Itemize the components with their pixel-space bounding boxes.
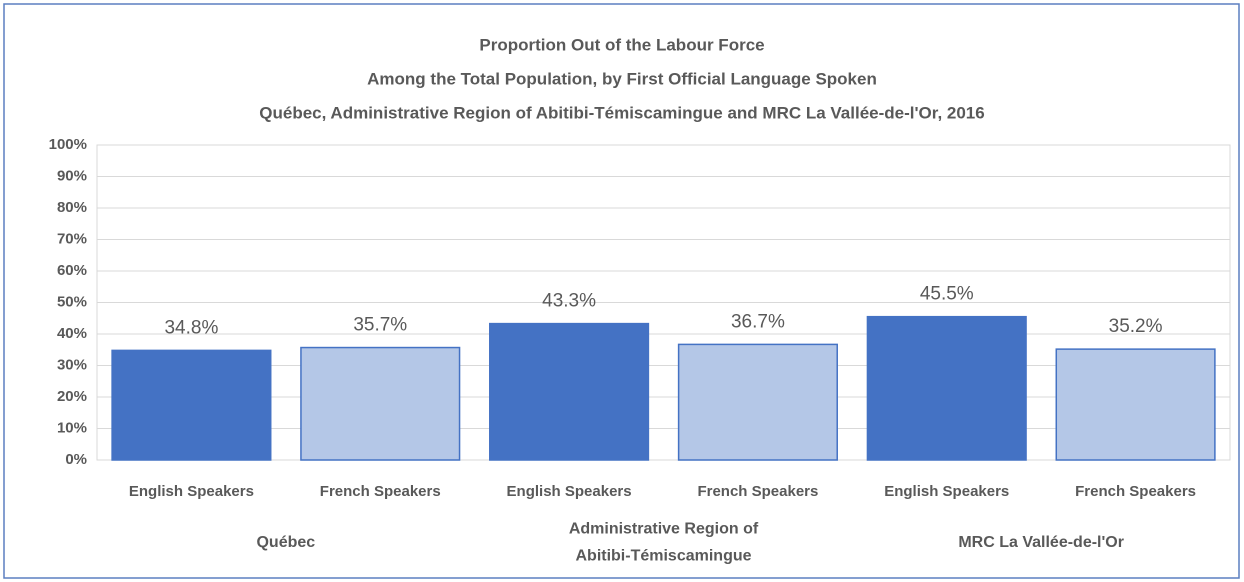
chart-title: Proportion Out of the Labour Force	[479, 35, 764, 54]
x-tick-label: English Speakers	[129, 483, 254, 500]
x-tick-label: English Speakers	[507, 483, 632, 500]
y-tick-label: 90%	[57, 167, 87, 184]
y-tick-label: 10%	[57, 419, 87, 436]
bar	[1055, 348, 1216, 461]
bar	[111, 349, 272, 461]
chart-title: Among the Total Population, by First Off…	[367, 69, 877, 88]
y-tick-label: 0%	[65, 451, 87, 468]
x-tick-label: French Speakers	[697, 483, 818, 500]
y-tick-label: 80%	[57, 199, 87, 216]
value-label: 35.2%	[1109, 316, 1163, 337]
bar	[677, 343, 838, 461]
group-label: Administrative Region of	[569, 521, 759, 538]
group-label: MRC La Vallée-de-l'Or	[958, 534, 1124, 551]
y-tick-label: 70%	[57, 230, 87, 247]
x-tick-label: French Speakers	[320, 483, 441, 500]
bar	[489, 322, 650, 461]
value-label: 36.7%	[731, 311, 785, 332]
chart-title: Québec, Administrative Region of Abitibi…	[259, 103, 984, 122]
y-tick-label: 50%	[57, 293, 87, 310]
y-tick-label: 20%	[57, 388, 87, 405]
value-label: 34.8%	[164, 317, 218, 338]
y-tick-label: 100%	[49, 136, 87, 153]
y-tick-label: 60%	[57, 262, 87, 279]
bar	[866, 315, 1027, 461]
value-label: 45.5%	[920, 284, 974, 305]
chart-frame	[3, 3, 1240, 579]
y-tick-label: 40%	[57, 325, 87, 342]
y-tick-label: 30%	[57, 356, 87, 373]
x-tick-label: English Speakers	[884, 483, 1009, 500]
value-label: 43.3%	[542, 291, 596, 312]
value-label: 35.7%	[353, 315, 407, 336]
group-label: Abitibi-Témiscamingue	[575, 548, 751, 565]
bar	[300, 346, 461, 461]
x-tick-label: French Speakers	[1075, 483, 1196, 500]
group-label: Québec	[256, 534, 315, 551]
